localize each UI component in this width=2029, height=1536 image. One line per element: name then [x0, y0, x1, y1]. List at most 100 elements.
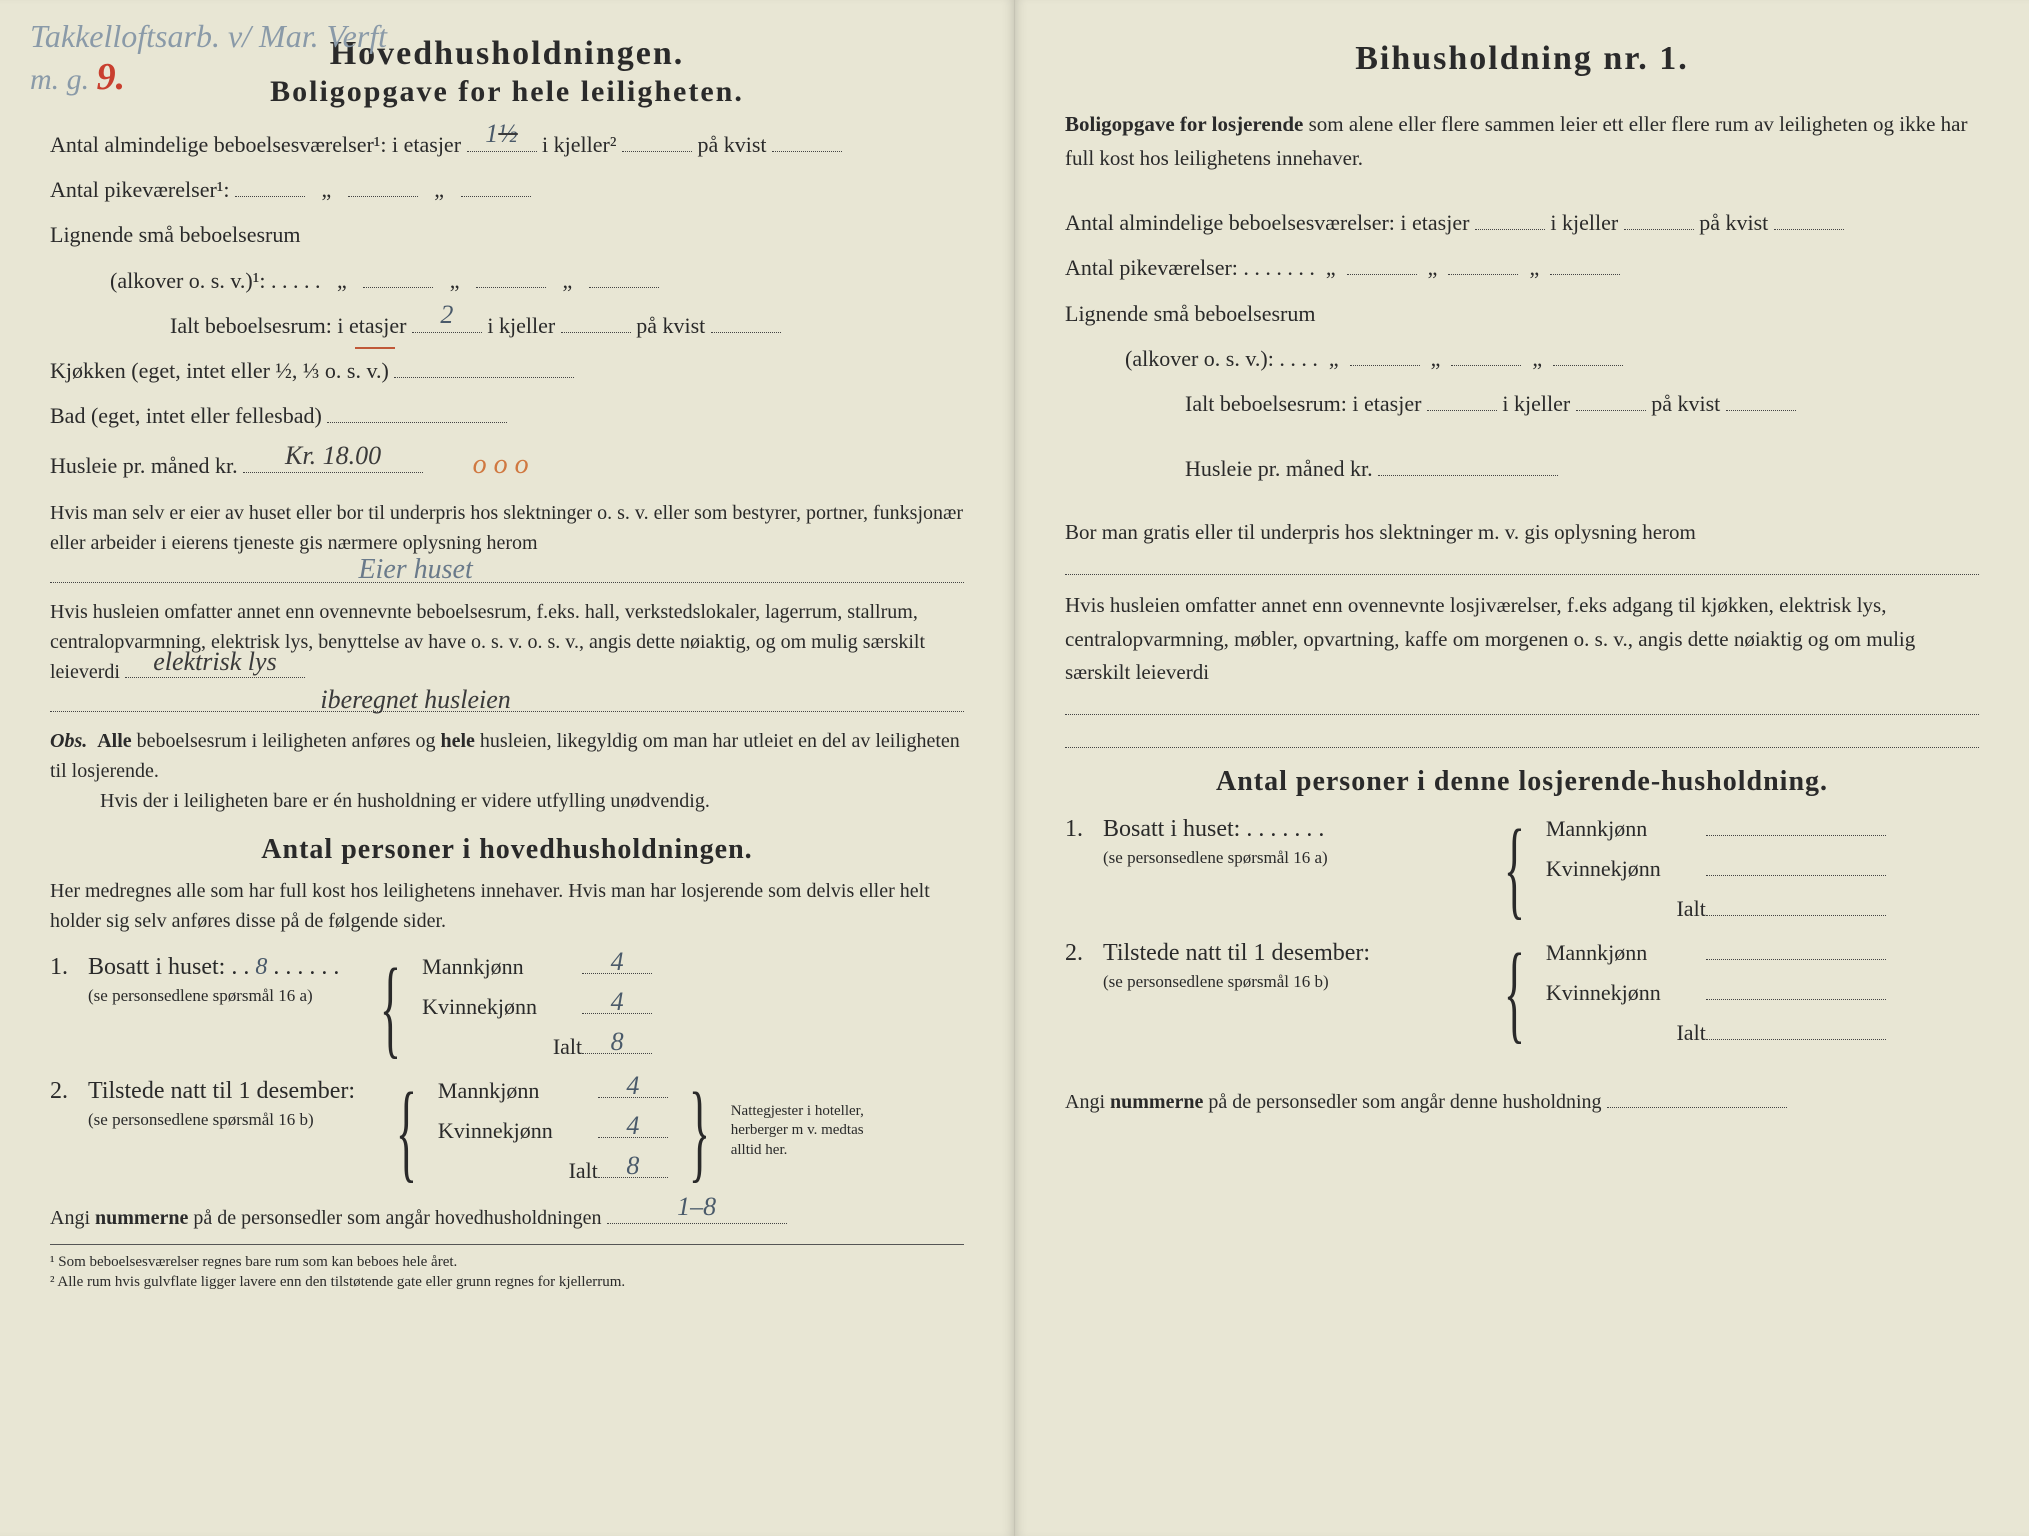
blank: 4 — [582, 955, 652, 974]
label: i kjeller — [487, 313, 555, 338]
label: i kjeller — [1502, 391, 1570, 416]
obs-text-1: Alle beboelsesrum i leiligheten anføres … — [50, 730, 960, 782]
blank — [561, 314, 631, 333]
r-line4: Ialt beboelsesrum: i etasjer i kjeller p… — [1185, 386, 1979, 421]
para-lead: Boligopgave for losjerende som alene ell… — [1065, 108, 1979, 175]
label: på kvist — [1651, 391, 1720, 416]
bracket-block: { Mannkjønn4 Kvinnekjønn4 Ialt8 — [359, 954, 652, 1060]
blank: Kr. 18.00 — [243, 454, 423, 473]
r-question-2: 2. Tilstede natt til 1 desember: (se per… — [1065, 940, 1979, 1046]
r-line1: Antal almindelige beboelsesværelser: i e… — [1065, 205, 1979, 240]
orange-annotation: o o o — [473, 449, 529, 480]
q-number: 2. — [1065, 940, 1093, 967]
label: Antal almindelige beboelsesværelser¹: i … — [50, 132, 461, 157]
label: i kjeller² — [542, 132, 616, 157]
r-line5: Husleie pr. måned kr. — [1185, 451, 1979, 486]
blank-kjeller — [622, 133, 692, 152]
para-eier: Hvis man selv er eier av huset eller bor… — [50, 498, 964, 558]
subtext: (se personsedlene spørsmål 16 a) — [1103, 848, 1328, 867]
label: på kvist — [1699, 210, 1768, 235]
blank: 4 — [598, 1119, 668, 1138]
bracket-content: Mannkjønn Kvinnekjønn Ialt — [1546, 940, 1886, 1046]
label: Ialt beboelsesrum: i etasjer — [1185, 391, 1421, 416]
blank — [1624, 211, 1694, 230]
label: Kjøkken (eget, intet eller ½, ⅓ o. s. v.… — [50, 358, 389, 383]
fill-etasjer: 1½ — [485, 113, 518, 155]
fill-husleie: Kr. 18.00 — [285, 435, 381, 477]
line-pike: Antal pikeværelser¹: „ „ — [50, 172, 964, 207]
bracket-content: Mannkjønn4 Kvinnekjønn4 Ialt8 — [438, 1078, 668, 1184]
q-label: Tilstede natt til 1 desember: (se person… — [88, 1078, 375, 1132]
q-label: Tilstede natt til 1 desember: (se person… — [1103, 940, 1483, 994]
subtext: (se personsedlene spørsmål 16 b) — [88, 1110, 314, 1129]
q-label: Bosatt i huset: . . . . . . . (se person… — [1103, 816, 1483, 870]
line-ialt: Ialt beboelsesrum: i etasjer 2 i kjeller… — [170, 308, 964, 343]
annotation-red-number: 9. — [97, 56, 126, 98]
blank — [1378, 457, 1558, 476]
label: Bad (eget, intet eller fellesbad) — [50, 403, 322, 428]
blank — [1774, 211, 1844, 230]
blank-etasjer: 1½ — [467, 133, 537, 152]
blank — [348, 178, 418, 197]
r-line3a: Lignende små beboelsesrum — [1065, 296, 1979, 331]
blank — [1706, 941, 1886, 960]
footnote-1: ¹ Som beboelsesværelser regnes bare rum … — [50, 1254, 964, 1271]
blank — [711, 314, 781, 333]
bracket-block: { Mannkjønn Kvinnekjønn Ialt — [1483, 940, 1886, 1046]
blank-full: iberegnet husleien — [50, 693, 964, 712]
q-number: 2. — [50, 1078, 78, 1105]
blank — [1347, 256, 1417, 275]
bracket-block: { Mannkjønn Kvinnekjønn Ialt — [1483, 816, 1886, 922]
fill-ialt: 2 — [440, 294, 453, 336]
red-underline-icon — [355, 347, 395, 349]
blank — [1607, 1089, 1787, 1108]
right-h3: Antal personer i denne losjerende-hushol… — [1065, 766, 1979, 798]
obs-text-2: Hvis der i leiligheten bare er én hushol… — [100, 786, 710, 816]
footnotes: ¹ Som beboelsesværelser regnes bare rum … — [50, 1244, 964, 1291]
label: Kvinnekjønn — [1546, 980, 1706, 1006]
blank: 8 — [598, 1159, 668, 1178]
label: Kvinnekjønn — [422, 994, 582, 1020]
blank — [235, 178, 305, 197]
label: Mannkjønn — [422, 954, 582, 980]
label: Antal pikeværelser¹: — [50, 177, 230, 202]
fill-iberegnet: iberegnet husleien — [320, 685, 510, 715]
obs-block: Obs. Alle beboelsesrum i leiligheten anf… — [50, 726, 964, 816]
question-2: 2. Tilstede natt til 1 desember: (se per… — [50, 1078, 964, 1184]
blank — [1427, 392, 1497, 411]
label: (alkover o. s. v.)¹: . . . . . — [110, 268, 320, 293]
question-1: 1. Bosatt i huset: . . 8 . . . . . . (se… — [50, 954, 964, 1060]
r-question-1: 1. Bosatt i huset: . . . . . . . (se per… — [1065, 816, 1979, 922]
brace-icon: { — [1504, 819, 1525, 918]
blank — [1706, 1021, 1886, 1040]
text: Angi nummerne på de personsedler som ang… — [50, 1207, 602, 1229]
q-number: 1. — [1065, 816, 1093, 843]
blank — [1550, 256, 1620, 275]
angi-line: Angi nummerne på de personsedler som ang… — [50, 1202, 964, 1234]
fill-pre: 8 — [255, 954, 267, 980]
label: Mannkjønn — [1546, 816, 1706, 842]
blank-full — [1065, 729, 1979, 748]
obs-label: Obs. — [50, 730, 87, 752]
q-number: 1. — [50, 954, 78, 981]
right-page: Bihusholdning nr. 1. Boligopgave for los… — [1015, 0, 2029, 1536]
text: Angi nummerne på de personsedler som ang… — [1065, 1091, 1602, 1113]
fill-elektrisk: elektrisk lys — [153, 642, 276, 681]
brace-icon: { — [1504, 943, 1525, 1042]
brace-icon: { — [396, 1082, 417, 1181]
fill: 4 — [611, 947, 624, 977]
fill: 4 — [611, 987, 624, 1017]
blank — [1726, 392, 1796, 411]
line-alkover-b: (alkover o. s. v.)¹: . . . . . „ „ „ — [110, 263, 964, 298]
line-husleie: Husleie pr. måned kr. Kr. 18.00 o o o — [50, 443, 964, 488]
r-line3b: (alkover o. s. v.): . . . . „ „ „ — [1125, 341, 1979, 376]
footnote-2: ² Alle rum hvis gulvflate ligger lavere … — [50, 1274, 964, 1291]
blank — [1451, 347, 1521, 366]
text: Bosatt i huset: . . — [88, 954, 249, 980]
label: Antal almindelige beboelsesværelser: i e… — [1065, 210, 1469, 235]
label: Kvinnekjønn — [438, 1118, 598, 1144]
label: Ialt — [1546, 896, 1706, 922]
blank — [1448, 256, 1518, 275]
fill: 4 — [626, 1071, 639, 1101]
subtext: (se personsedlene spørsmål 16 b) — [1103, 972, 1329, 991]
